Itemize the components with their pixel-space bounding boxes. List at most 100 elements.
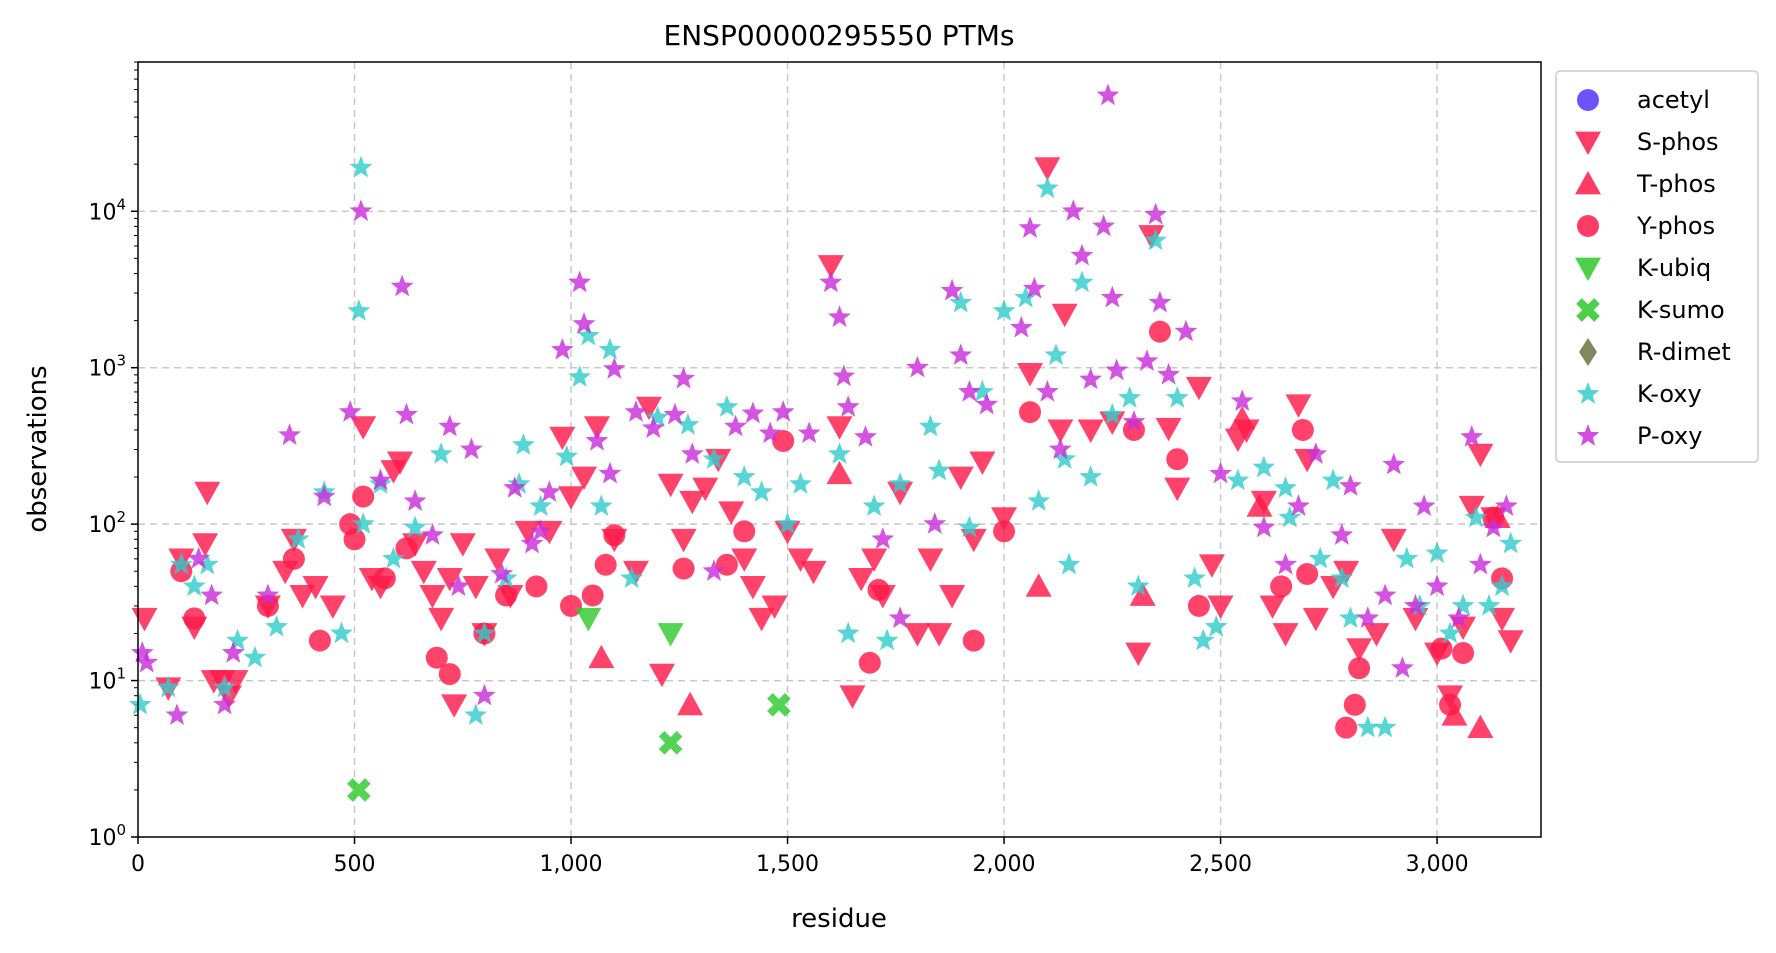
point-p-oxy [940,278,964,301]
point-s-phos [571,466,598,491]
x-tick-label: 2,500 [1189,852,1252,877]
point-p-oxy [1157,362,1180,385]
point-y-phos [1148,320,1171,343]
point-k-oxy [507,472,531,494]
y-axis: 100 101 102 103 104 [88,195,138,851]
legend-item-y-phos: Y-phos [1577,212,1715,240]
point-s-phos [761,595,788,619]
point-p-oxy [1404,593,1427,616]
point-p-oxy [758,421,782,444]
legend-label: acetyl [1637,86,1710,114]
point-s-phos [1047,419,1074,443]
y-tick-label: 100 [88,821,126,851]
point-k-oxy [1191,628,1215,651]
point-y-phos [1430,637,1453,660]
point-k-oxy [776,512,799,534]
point-p-oxy [832,364,856,387]
point-p-oxy [538,480,561,502]
series-k-sumo [347,692,791,802]
point-s-phos [584,416,611,440]
legend-label: S-phos [1637,128,1719,156]
point-k-oxy [750,480,773,502]
point-p-oxy [1425,574,1449,597]
point-s-phos [514,520,541,545]
point-p-oxy [1096,83,1120,106]
point-p-oxy [200,583,223,606]
point-y-phos [594,553,617,576]
point-p-oxy [568,270,592,293]
point-p-oxy [369,468,392,491]
point-y-phos [1291,418,1314,441]
point-p-oxy [1274,552,1297,575]
point-k-oxy [576,323,600,346]
legend-marker-r-dimet [1579,338,1597,366]
point-p-oxy [958,379,981,402]
point-s-phos [1198,554,1225,578]
point-p-oxy [797,421,821,444]
point-s-phos [558,486,585,510]
point-k-oxy [529,494,553,516]
point-y-phos [1166,448,1189,471]
point-p-oxy [1447,606,1471,628]
point-p-oxy [349,199,373,221]
point-p-oxy [1252,515,1276,538]
point-p-oxy [1070,243,1094,266]
x-tick-label: 500 [334,852,376,877]
point-p-oxy [447,574,470,597]
point-p-oxy [503,476,527,498]
point-k-oxy [429,442,453,464]
x-axis-label: residue [791,904,887,934]
point-y-phos [495,584,518,607]
point-p-oxy [1100,285,1124,308]
point-y-phos [560,594,583,617]
point-s-phos [939,585,966,609]
point-p-oxy [1148,290,1172,313]
point-p-oxy [1356,606,1380,628]
point-p-oxy [403,489,427,511]
point-k-oxy [1451,593,1475,616]
legend-label: K-sumo [1637,296,1725,324]
point-k-oxy [286,527,310,549]
point-p-oxy [490,562,514,584]
point-y-phos [603,524,626,547]
point-p-oxy [741,401,765,424]
point-k-oxy [888,472,912,494]
point-s-phos [774,520,801,545]
point-k-oxy [265,615,288,637]
point-p-oxy [473,683,496,706]
point-y-phos [672,557,695,580]
point-y-phos [395,537,418,560]
point-k-oxy [1395,546,1419,569]
point-p-oxy [624,400,648,422]
point-k-oxy [1100,402,1124,425]
point-k-oxy [927,458,951,481]
point-s-phos [679,490,706,515]
point-k-oxy [1425,541,1449,564]
point-y-phos [438,663,461,686]
point-s-phos [302,575,329,600]
point-k-ubiq [575,607,602,632]
y-axis-label: observations [23,365,53,532]
point-p-oxy [1391,656,1414,678]
point-t-phos [826,460,853,485]
point-y-phos [715,553,738,576]
point-s-phos [1346,638,1373,662]
point-p-oxy [256,583,280,606]
point-k-oxy [971,379,994,402]
point-k-oxy [589,494,613,516]
point-s-phos [657,473,684,498]
point-s-phos [1259,595,1286,619]
legend-marker-s-phos [1575,131,1601,155]
point-k-sumo [347,778,371,802]
point-p-oxy [1469,552,1492,575]
point-k-oxy [351,512,375,534]
x-axis: 0 500 1,000 1,500 2,000 2,500 3,000 [131,837,1469,877]
point-y-phos [373,567,396,590]
point-p-oxy [1135,349,1159,371]
point-k-oxy [1183,566,1206,589]
point-s-phos [1467,443,1494,468]
point-s-phos [1363,623,1390,647]
point-p-oxy [1010,315,1033,338]
point-k-oxy [1144,228,1167,251]
